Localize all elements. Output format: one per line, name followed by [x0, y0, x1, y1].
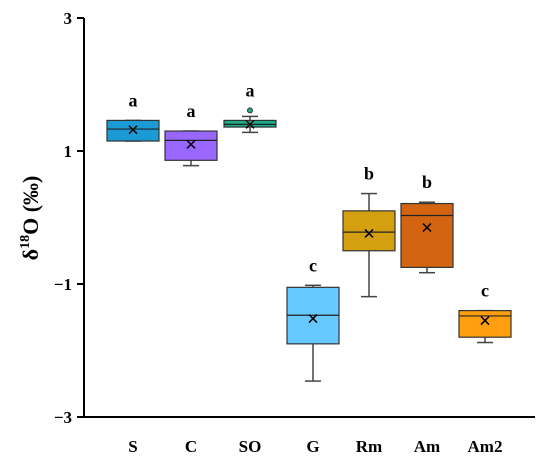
x-category-label: S [128, 437, 137, 456]
box-body [458, 310, 512, 338]
mean-marker [186, 139, 196, 149]
mean-marker [422, 222, 432, 233]
y-tick-label: 3 [64, 9, 73, 28]
outlier-point [247, 107, 253, 114]
mean-marker [245, 119, 255, 129]
significance-label: a [187, 101, 196, 121]
y-axis-title: δ18O (‰) [18, 176, 43, 261]
mean-marker [308, 314, 318, 324]
y-tick-label: 1 [64, 142, 73, 161]
significance-label: a [129, 90, 138, 110]
box-body [164, 130, 218, 161]
significance-label: c [481, 281, 489, 301]
box-body [342, 210, 396, 252]
x-category-label: Rm [356, 437, 382, 456]
y-tick-label: −1 [54, 275, 72, 294]
axes [83, 18, 535, 418]
category-labels: S C SO G Rm Am Am2 [128, 437, 502, 456]
x-category-label: Am2 [468, 437, 503, 456]
y-ticks: 3 1 −1 −3 [54, 9, 84, 427]
box-s: a [106, 90, 160, 142]
significance-label: c [309, 255, 317, 275]
x-category-label: C [185, 437, 197, 456]
box-am2: c [458, 281, 512, 344]
y-axis-title-main: δ [18, 249, 43, 260]
boxes: a a a c b b c [106, 80, 512, 382]
significance-label: b [364, 164, 374, 184]
box-am: b [400, 172, 454, 274]
y-tick-label: −3 [54, 408, 72, 427]
box-so: a [223, 80, 277, 134]
x-category-label: SO [239, 437, 262, 456]
mean-marker [364, 228, 374, 238]
significance-label: b [422, 172, 432, 192]
x-category-label: Am [414, 437, 440, 456]
y-axis-title-rest: O (‰) [18, 176, 43, 235]
significance-label: a [246, 80, 255, 100]
mean-marker [128, 125, 138, 135]
y-axis-title-sup: 18 [18, 235, 33, 249]
box-body [400, 202, 454, 268]
box-g: c [286, 255, 340, 382]
box-rm: b [342, 164, 396, 298]
mean-marker [480, 316, 490, 326]
x-category-label: G [306, 437, 319, 456]
box-c: a [164, 101, 218, 167]
